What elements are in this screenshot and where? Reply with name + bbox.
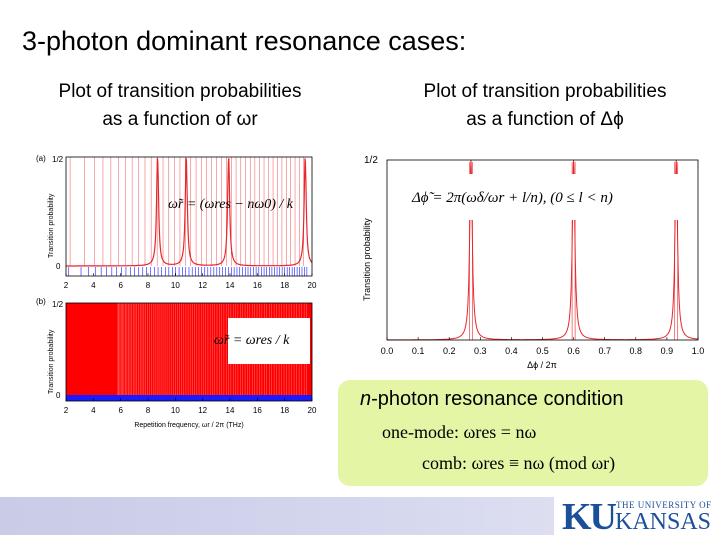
panel-b-xlabel: Repetition frequency, ωr / 2π (THz) — [134, 422, 243, 429]
panel-b-xticks: 2 4 6 8 10 12 14 16 18 20 — [64, 398, 317, 415]
x-tick-label: 2 — [64, 406, 69, 415]
x-tick-label: 16 — [253, 406, 262, 415]
panel-a-xticks: 2 4 6 8 10 12 14 16 18 20 — [64, 273, 317, 290]
panel-a-baseline-ticks — [68, 267, 308, 276]
right-equation: Δϕ̃ = 2π(ωδ/ωr + l/n), (0 ≤ l < n) — [411, 190, 613, 206]
panel-a-label: (a) — [36, 154, 46, 163]
university-logo: KU THE UNIVERSITY OF KANSAS — [554, 494, 720, 540]
x-tick-label: 10 — [171, 281, 180, 290]
x-tick-label: 0.7 — [598, 346, 611, 356]
x-tick-label: 2 — [64, 281, 69, 290]
transition-curve — [66, 157, 313, 267]
x-tick-label: 6 — [118, 281, 123, 290]
x-tick-label: 8 — [146, 281, 151, 290]
x-tick-label: 4 — [91, 406, 96, 415]
x-tick-label: 0.5 — [536, 346, 549, 356]
x-tick-label: 14 — [226, 281, 235, 290]
panel-a-equation: ω̃r = (ωres − nω0) / k — [168, 197, 294, 212]
panel-b-equation: ω̃r = ωres / k — [214, 333, 290, 348]
x-tick-label: 0.9 — [661, 346, 674, 356]
comb-condition: comb: ωres ≡ nω (mod ωr) — [422, 453, 616, 473]
panel-a-ylabel: Transition probability — [48, 193, 55, 258]
resonance-heading-var: n — [360, 388, 372, 410]
right-subtitle-line2: as a function of Δϕ — [466, 109, 624, 130]
x-tick-label: 4 — [91, 281, 96, 290]
x-tick-label: 18 — [280, 406, 289, 415]
logo-top-text: THE UNIVERSITY OF — [616, 500, 712, 510]
x-tick-label: 0.2 — [443, 346, 456, 356]
one-mode-condition: one-mode: ωres = nω — [382, 422, 537, 442]
x-tick-label: 10 — [171, 406, 180, 415]
panel-b-equation-box — [228, 318, 310, 364]
x-tick-label: 20 — [308, 281, 317, 290]
x-tick-label: 20 — [308, 406, 317, 415]
x-tick-label: 6 — [118, 406, 123, 415]
right-xticks: 0.0 0.1 0.2 0.3 0.4 0.5 0.6 0.7 0.8 0.9 1.0 — [381, 337, 705, 356]
x-tick-label: 16 — [253, 281, 262, 290]
panel-b-chart: (b) 1/2 0 Transition probability 2 4 6 8 10 1… — [36, 297, 317, 429]
panel-b-ylabel: Transition probability — [48, 329, 55, 394]
right-xlabel: Δϕ / 2π — [527, 360, 557, 370]
resonance-heading: n-photon resonance condition — [360, 388, 624, 411]
panel-a-curves — [66, 157, 313, 267]
right-ytick-top: 1/2 — [364, 155, 378, 166]
x-tick-label: 12 — [198, 281, 207, 290]
x-tick-label: 0.0 — [381, 346, 394, 356]
x-tick-label: 1.0 — [692, 346, 705, 356]
left-subtitle-line2: as a function of ωr — [102, 109, 258, 130]
x-tick-label: 8 — [146, 406, 151, 415]
right-subtitle-line1: Plot of transition probabilities — [423, 81, 667, 102]
panel-b-ytick-top: 1/2 — [52, 300, 64, 309]
x-tick-label: 0.8 — [630, 346, 643, 356]
right-subtitle: Plot of transition probabilities as a fu… — [385, 78, 705, 134]
x-tick-label: 0.3 — [474, 346, 487, 356]
x-tick-label: 14 — [226, 406, 235, 415]
left-subtitle: Plot of transition probabilities as a fu… — [20, 78, 340, 134]
resonance-box: n-photon resonance condition one-mode: ω… — [338, 380, 708, 486]
x-tick-label: 0.1 — [412, 346, 425, 356]
panel-a-chart: (a) 1/2 0 Transition probability 2 4 6 8 10 1… — [36, 154, 317, 290]
panel-b-label: (b) — [36, 297, 46, 306]
x-tick-label: 18 — [280, 281, 289, 290]
x-tick-label: 0.6 — [567, 346, 580, 356]
logo-bottom-text: KANSAS — [615, 509, 712, 535]
panel-a-ytick-top: 1/2 — [52, 155, 64, 164]
slide-title: 3-photon dominant resonance cases: — [22, 26, 467, 56]
right-chart: 1/2 Transition probability 0.0 0.1 0.2 0.3 0… — [362, 155, 705, 370]
panel-a-ytick-bottom: 0 — [56, 262, 61, 271]
right-ylabel: Transition probability — [362, 218, 372, 301]
right-equation-box — [407, 174, 692, 220]
x-tick-label: 12 — [198, 406, 207, 415]
panel-a-frame — [65, 156, 313, 277]
panel-b-frame — [65, 302, 313, 402]
resonance-heading-text: -photon resonance condition — [371, 388, 624, 410]
panel-b-blue-band — [66, 395, 312, 401]
x-tick-label: 0.4 — [505, 346, 518, 356]
logo-mark: KU — [562, 496, 617, 538]
panel-b-ytick-bottom: 0 — [56, 391, 61, 400]
left-subtitle-line1: Plot of transition probabilities — [58, 81, 302, 102]
